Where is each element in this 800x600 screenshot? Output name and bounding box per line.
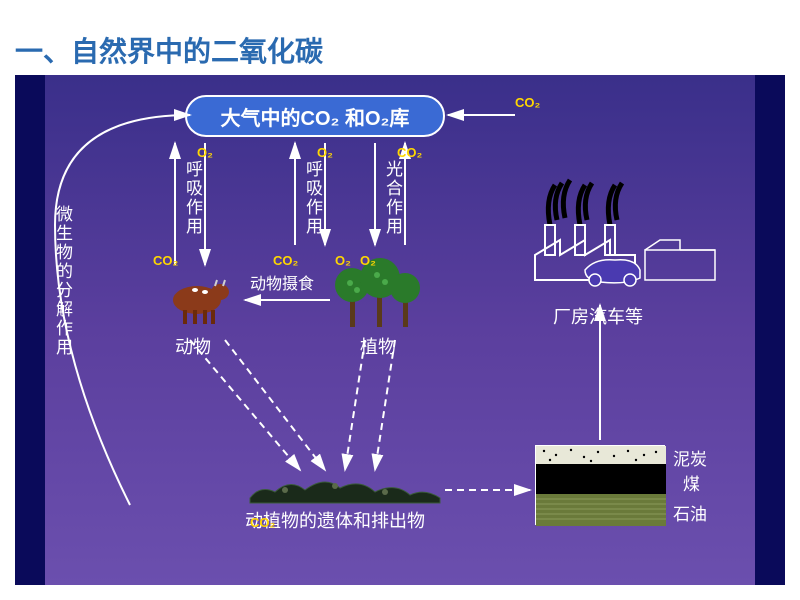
respiration-plant-label: 呼吸作用: [300, 160, 325, 236]
gas-label: O₂: [197, 145, 213, 160]
atmosphere-reservoir: 大气中的CO₂ 和O₂库: [185, 95, 445, 137]
coal-label: 煤: [683, 470, 700, 495]
fossil-fuel-strata: [535, 445, 665, 525]
gas-label: CO₂: [515, 95, 540, 110]
factory-node: [525, 170, 725, 300]
page-title: 一、自然界中的二氧化碳: [15, 30, 323, 70]
animal-label: 动物: [175, 333, 211, 359]
carbon-cycle-diagram: 大气中的CO₂ 和O₂库 微生物的分解作用 呼吸作用 呼吸作用 光合作用 动物 …: [15, 75, 785, 585]
gas-label: O₂: [335, 253, 351, 268]
factory-label: 厂房汽车等: [553, 303, 643, 329]
peat-label: 泥炭: [673, 445, 707, 470]
remains-node: [245, 470, 445, 505]
gas-label: O₂: [317, 145, 333, 160]
photosynthesis-label: 光合作用: [380, 160, 405, 236]
gas-label: CO₂: [153, 253, 178, 268]
gas-label: CO₂: [250, 515, 275, 530]
microbe-label: 微生物的分解作用: [50, 205, 75, 357]
plant-label: 植物: [360, 333, 396, 359]
gas-label: O₂: [360, 253, 376, 268]
animal-node: [165, 270, 235, 325]
gas-label: CO₂: [273, 253, 298, 268]
gas-label: CO₂: [397, 145, 422, 160]
respiration-animal-label: 呼吸作用: [180, 160, 205, 236]
feeding-label: 动物摄食: [250, 270, 314, 294]
oil-label: 石油: [673, 500, 707, 525]
